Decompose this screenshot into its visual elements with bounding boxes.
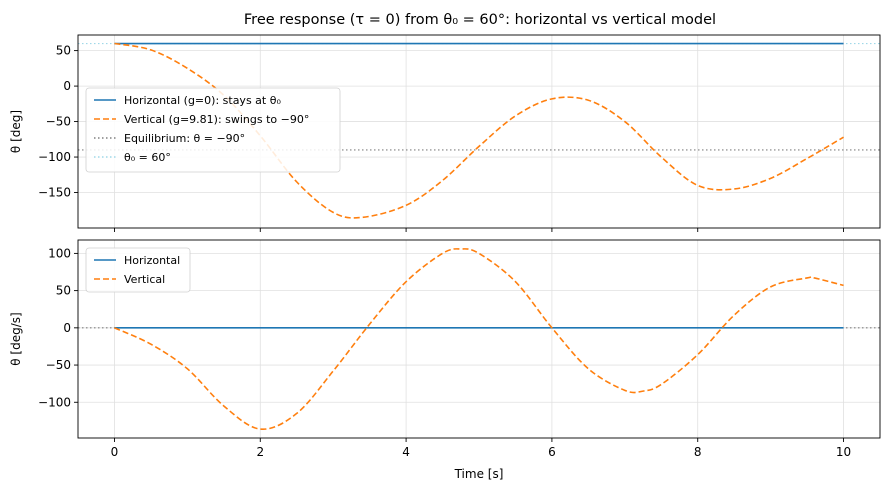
y-tick-label: −50	[46, 115, 71, 129]
y-axis-label: θ [deg]	[9, 110, 23, 153]
bottom-panel: 100 50 0 −50 −100 0 2 4 6 8 10 θ [deg/s] Horizontal V…	[9, 239, 881, 459]
legend-box	[85, 87, 341, 173]
x-axis-label: Time [s]	[454, 467, 504, 481]
x-tick-label: 10	[836, 445, 851, 459]
series-line-1	[114, 248, 844, 430]
legend: Horizontal Vertical	[85, 247, 191, 293]
y-tick-label: 100	[48, 246, 71, 260]
legend-label: Horizontal	[124, 254, 180, 267]
y-axis-label: θ [deg/s]	[9, 312, 23, 365]
legend-label: Equilibrium: θ = −90°	[124, 132, 245, 145]
legend: Horizontal (g=0): stays at θ₀ Vertical (g…	[85, 87, 341, 173]
x-tick-label: 8	[694, 445, 702, 459]
top-panel: 50 0 −50 −100 −150 θ [deg] Horizontal (g=0): s…	[9, 34, 881, 232]
y-tick-label: 0	[63, 321, 71, 335]
legend-label: Vertical (g=9.81): swings to −90°	[124, 113, 309, 126]
x-tick-label: 0	[111, 445, 119, 459]
x-tick-label: 4	[402, 445, 410, 459]
legend-box	[85, 247, 191, 293]
grid-lines	[78, 35, 880, 228]
legend-label: Vertical	[124, 273, 165, 286]
y-tick-label: 50	[56, 284, 71, 298]
y-tick-label: 50	[56, 44, 71, 58]
axes-frame	[77, 34, 881, 229]
y-tick-label: −150	[38, 186, 71, 200]
y-tick-label: −100	[38, 150, 71, 164]
y-tick-label: 0	[63, 79, 71, 93]
x-tick-label: 6	[548, 445, 556, 459]
legend-label: Horizontal (g=0): stays at θ₀	[124, 94, 281, 107]
y-tick-label: −100	[38, 395, 71, 409]
chart-title: Free response (τ = 0) from θ₀ = 60°: hor…	[244, 12, 716, 28]
y-tick-label: −50	[46, 358, 71, 372]
grid-lines	[78, 240, 880, 438]
axes-frame	[77, 239, 881, 439]
legend-label: θ₀ = 60°	[124, 151, 171, 164]
x-tick-label: 2	[256, 445, 264, 459]
